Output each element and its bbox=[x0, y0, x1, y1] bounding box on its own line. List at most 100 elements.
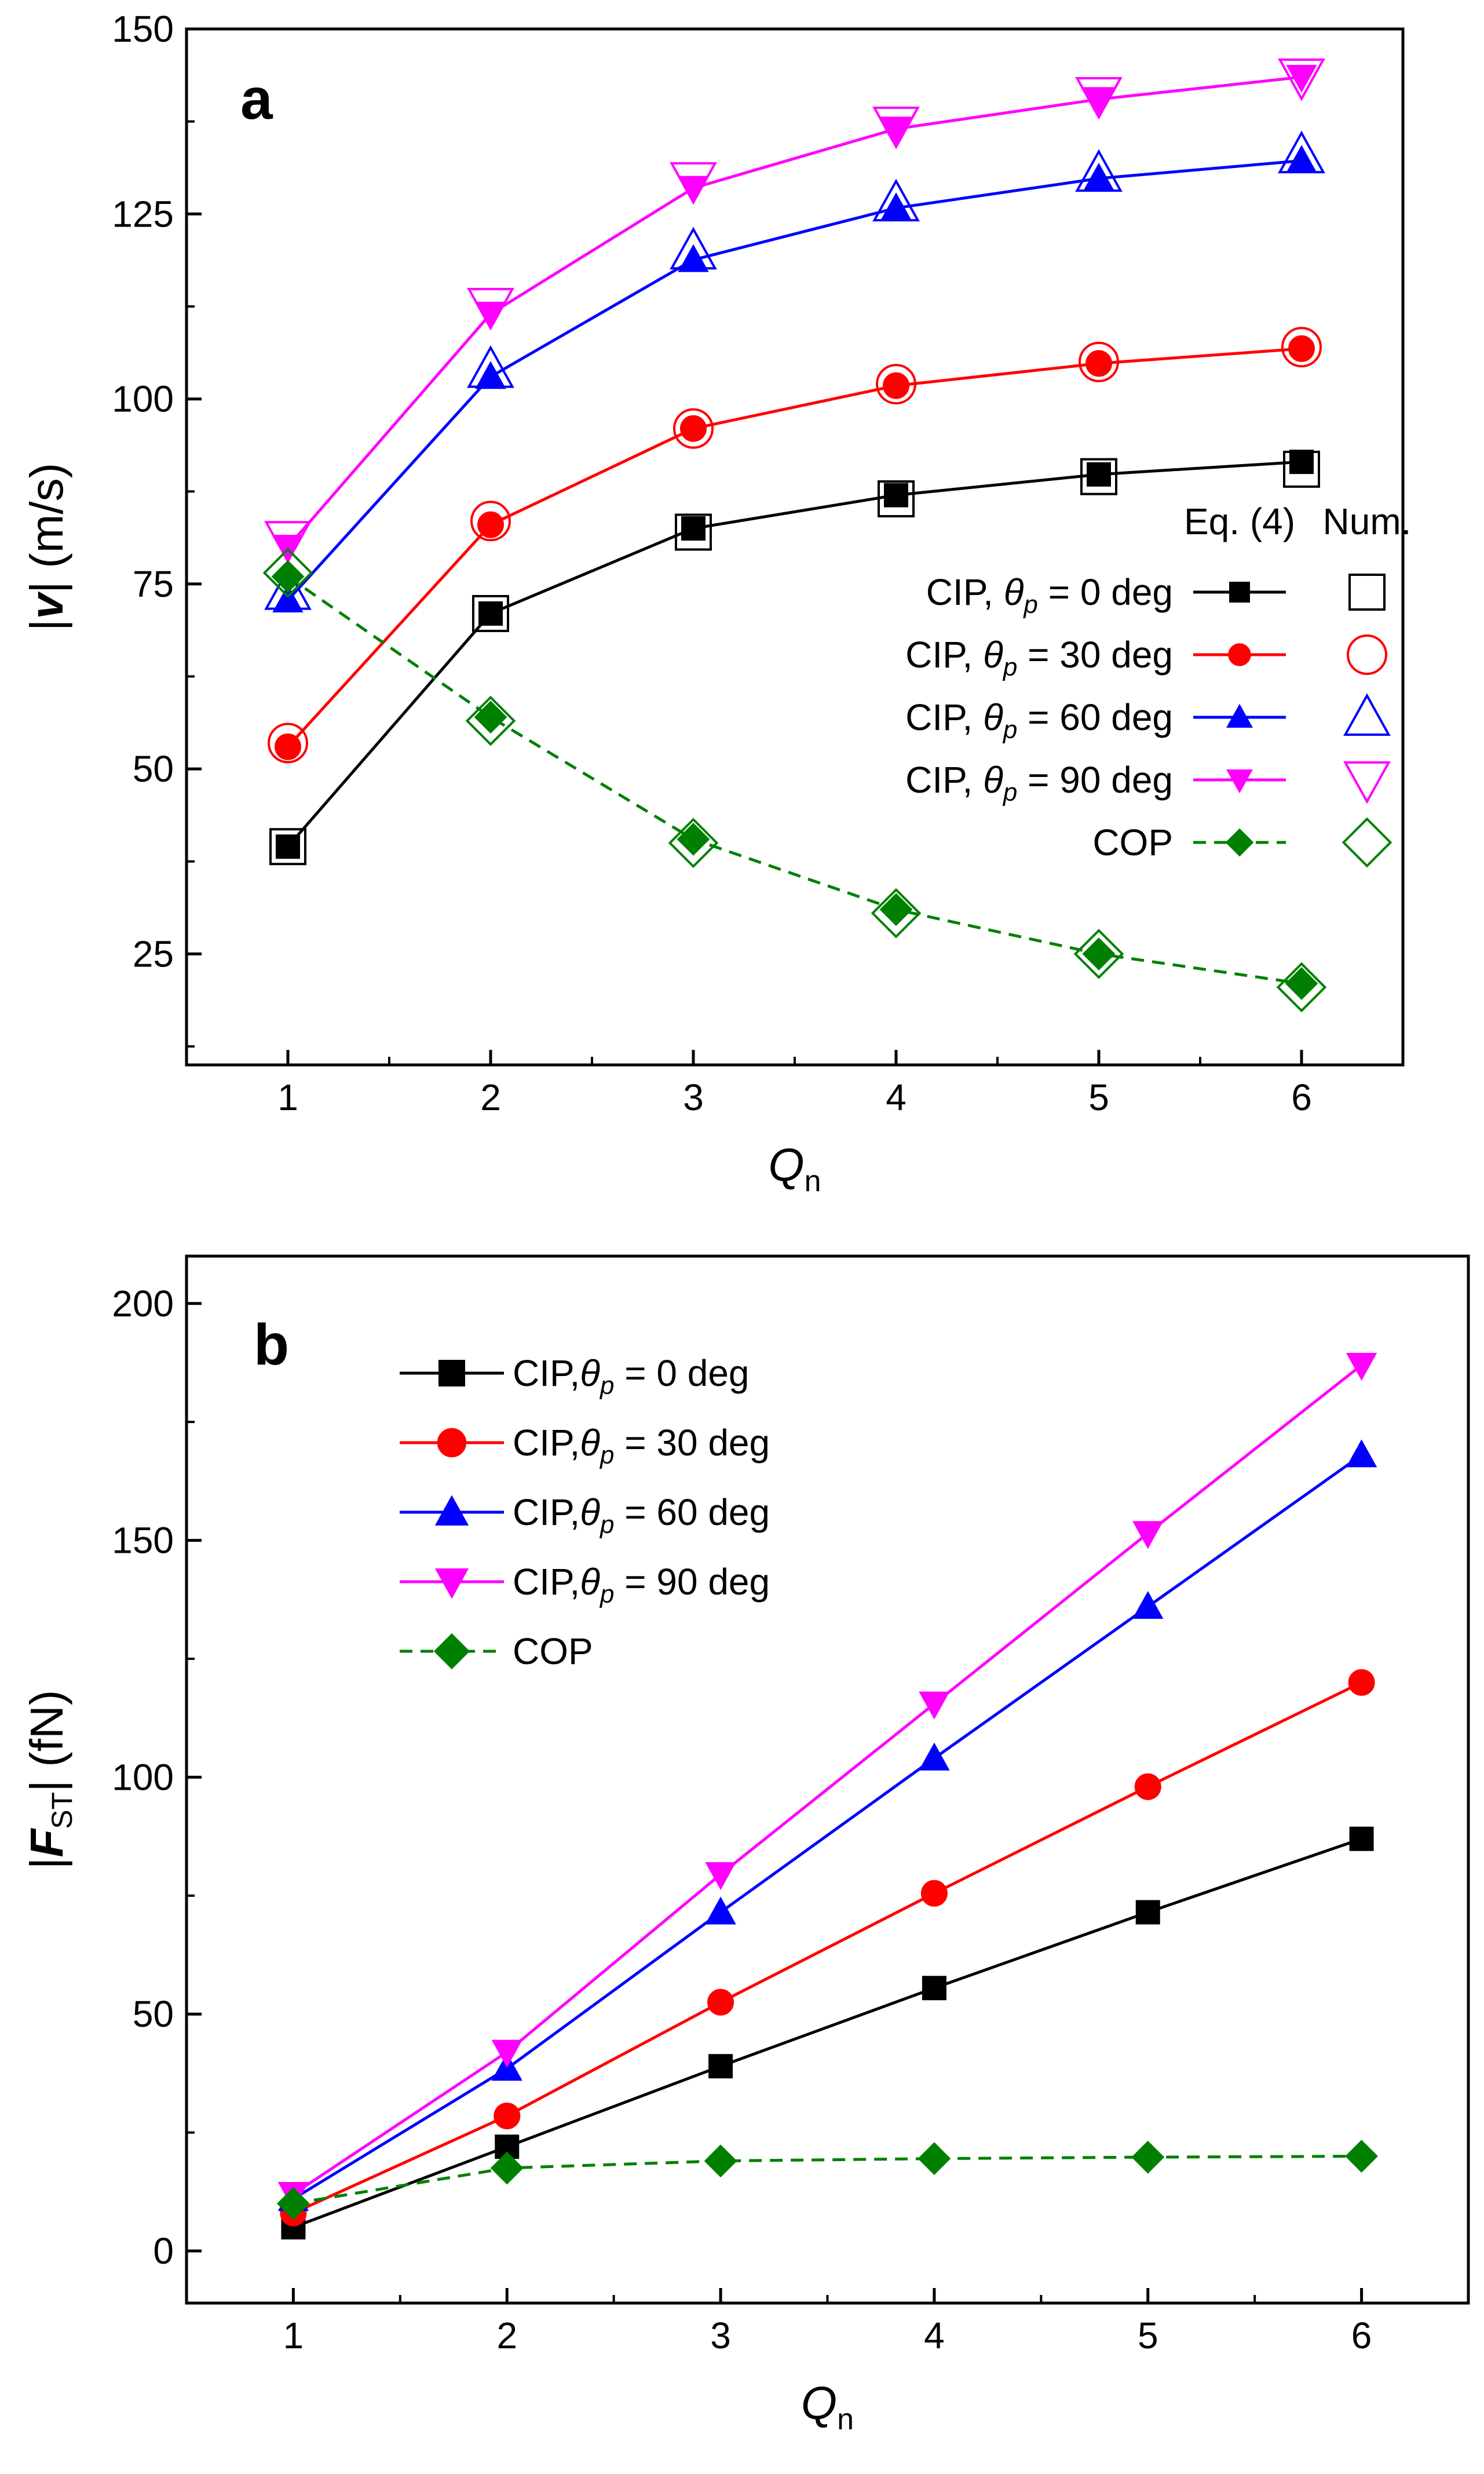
x-tick-label: 2 bbox=[480, 1077, 501, 1118]
data-point bbox=[705, 1862, 736, 1891]
y-tick-label: 200 bbox=[112, 1283, 174, 1324]
legend-entry: CIP, θp = 60 deg bbox=[905, 693, 1391, 744]
y-axis-label-var: F bbox=[21, 1828, 72, 1858]
legend-label-theta: θ bbox=[983, 634, 1003, 676]
x-axis-label-var: Q bbox=[768, 1139, 804, 1191]
x-axis-label-sub: n bbox=[837, 2403, 854, 2436]
numerical-data-point bbox=[876, 364, 916, 405]
legend-label-theta: θ bbox=[580, 1422, 600, 1464]
legend-label-prefix: CIP, bbox=[513, 1422, 580, 1464]
legend-label-theta: θ bbox=[580, 1561, 600, 1603]
legend-label-prefix: CIP, bbox=[513, 1491, 580, 1533]
y-tick-label: 150 bbox=[112, 8, 174, 50]
data-point bbox=[477, 511, 504, 538]
legend-label: CIP, θp = 60 deg bbox=[905, 696, 1173, 744]
legend-label-prefix: CIP, bbox=[513, 1561, 580, 1603]
x-tick-label: 5 bbox=[1088, 1077, 1109, 1118]
legend-entry: CIP, θp = 30 deg bbox=[905, 634, 1387, 681]
y-axis-label-unit: | (fN) bbox=[21, 1690, 72, 1792]
data-point bbox=[475, 361, 506, 389]
panel-a-chart: 1 2 3 4 5 6 25 50 75 100 125 150 Qn |v| (m/s) a Eq. (4)… bbox=[21, 8, 1411, 1198]
y-axis-label: |v| (m/s) bbox=[21, 463, 72, 631]
legend-numeric-marker bbox=[1348, 574, 1386, 611]
y-tick-label: 0 bbox=[153, 2230, 174, 2272]
numerical-data-point bbox=[1276, 962, 1327, 1013]
numerical-data-point bbox=[262, 548, 313, 599]
legend-label-suffix: = 0 deg bbox=[614, 1352, 749, 1394]
data-point bbox=[919, 1691, 950, 1720]
numerical-data-point bbox=[269, 828, 306, 866]
legend-entry: CIP,θp = 0 deg bbox=[400, 1352, 750, 1400]
data-point bbox=[1285, 967, 1318, 1000]
y-tick-label: 150 bbox=[112, 1520, 174, 1561]
numerical-data-point bbox=[1075, 76, 1123, 120]
legend-marker bbox=[1226, 703, 1253, 728]
x-tick-label: 1 bbox=[277, 1077, 298, 1118]
y-tick-label: 25 bbox=[133, 933, 174, 975]
numerical-data-point bbox=[264, 567, 312, 610]
legend-label-prefix: CIP, bbox=[926, 571, 1004, 613]
data-point bbox=[920, 1880, 948, 1907]
legend-numeric-marker bbox=[1342, 817, 1392, 868]
y-axis-label-bar: | bbox=[21, 1858, 72, 1870]
numerical-data-point bbox=[1073, 929, 1124, 979]
legend-label-prefix: COP bbox=[513, 1630, 593, 1672]
x-axis-label-sub: n bbox=[805, 1165, 821, 1198]
numerical-data-point bbox=[472, 594, 509, 632]
x-tick-label: 4 bbox=[924, 2315, 945, 2356]
data-point bbox=[1346, 1439, 1377, 1468]
data-point bbox=[681, 516, 706, 541]
data-point bbox=[922, 1976, 946, 2001]
legend-label-suffix: = 60 deg bbox=[1017, 696, 1173, 738]
y-tick-label: 100 bbox=[112, 1756, 174, 1798]
y-tick-label: 50 bbox=[133, 1993, 174, 2035]
numerical-data-point bbox=[878, 480, 915, 517]
x-axis-label: Qn bbox=[768, 1139, 821, 1198]
data-point bbox=[678, 244, 709, 272]
data-point bbox=[707, 1988, 734, 2016]
x-tick-label: 5 bbox=[1138, 2315, 1158, 2356]
legend-entry: CIP, θp = 90 deg bbox=[905, 759, 1391, 807]
legend-label-sub: p bbox=[1022, 590, 1037, 619]
series-line bbox=[293, 1837, 1362, 2229]
panel-label: b bbox=[254, 1312, 289, 1377]
data-point bbox=[883, 372, 909, 399]
legend-marker bbox=[1225, 828, 1254, 857]
numerical-data-point bbox=[675, 513, 712, 551]
legend-numeric-marker bbox=[1347, 634, 1387, 675]
legend-entry: CIP, θp = 0 deg bbox=[926, 571, 1386, 619]
data-point bbox=[474, 700, 507, 734]
legend-label: CIP,θp = 60 deg bbox=[513, 1491, 770, 1539]
numerical-data-point bbox=[871, 888, 922, 939]
series-line bbox=[293, 1364, 1363, 2196]
data-point bbox=[1132, 1590, 1164, 1619]
data-point bbox=[1083, 87, 1114, 115]
legend-header-numeric: Num. bbox=[1323, 501, 1412, 542]
x-tick-label: 4 bbox=[886, 1077, 907, 1118]
legend-label-suffix: = 30 deg bbox=[614, 1422, 770, 1464]
numerical-data-point bbox=[268, 723, 308, 764]
data-point bbox=[1131, 2140, 1165, 2174]
data-point bbox=[918, 2142, 951, 2176]
panel-label: a bbox=[240, 67, 273, 132]
data-point bbox=[491, 2039, 522, 2068]
data-point bbox=[1288, 335, 1315, 362]
legend-label-suffix: = 90 deg bbox=[614, 1561, 770, 1603]
legend-label-sub: p bbox=[599, 1441, 614, 1469]
legend-marker bbox=[1228, 643, 1251, 666]
series-line bbox=[287, 575, 1302, 985]
legend-entry: COP bbox=[400, 1630, 593, 1672]
x-tick-label: 1 bbox=[283, 2315, 304, 2356]
data-point bbox=[880, 116, 912, 145]
legend-label-prefix: COP bbox=[1092, 822, 1173, 863]
legend-label: CIP,θp = 0 deg bbox=[513, 1352, 750, 1400]
data-point bbox=[277, 2187, 310, 2220]
numerical-data-point bbox=[467, 345, 514, 388]
x-tick-label: 6 bbox=[1351, 2315, 1372, 2356]
y-axis-label: |FST| (fN) bbox=[21, 1690, 78, 1870]
series-line bbox=[287, 347, 1302, 748]
x-tick-label: 6 bbox=[1291, 1077, 1312, 1118]
legend-label-sub: p bbox=[599, 1371, 614, 1400]
y-tick-label: 50 bbox=[133, 748, 174, 790]
series-line bbox=[293, 1454, 1363, 2201]
